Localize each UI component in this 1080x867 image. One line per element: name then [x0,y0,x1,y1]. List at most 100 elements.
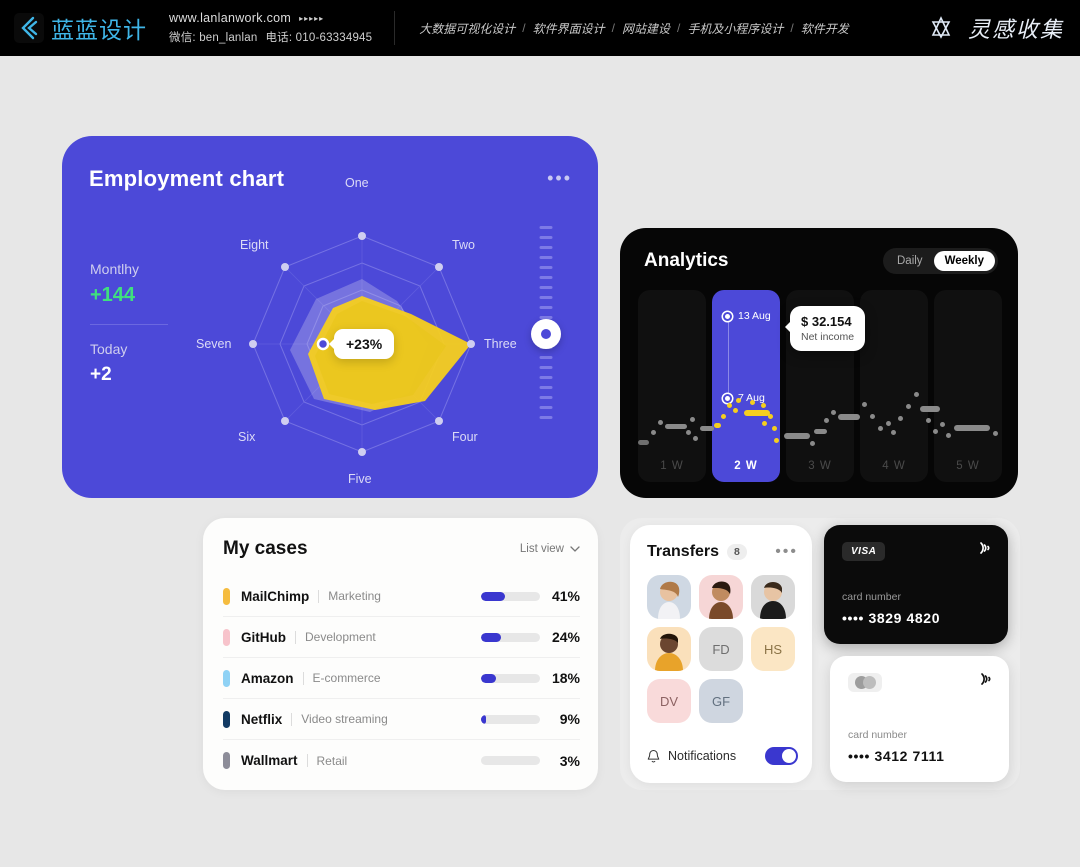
website-url[interactable]: www.lanlanwork.com [169,11,292,25]
monthly-value: +144 [90,284,136,306]
service-item-0[interactable]: 大数据可视化设计 [419,21,516,36]
case-color-chip [223,752,230,769]
service-sep-2: / [676,21,681,35]
phone-number: 电话: 010-63334945 [265,32,373,44]
service-sep-1: / [611,21,615,35]
brand-contact: www.lanlanwork.com ▸▸▸▸▸ 微信: ben_lanlan … [169,11,372,45]
avatar-initials[interactable]: GF [699,679,743,723]
toggle-daily[interactable]: Daily [897,255,923,267]
avatar[interactable] [699,575,743,619]
employment-menu-icon[interactable]: ••• [547,168,572,188]
slider-tick [539,306,553,309]
employment-slider[interactable] [526,226,566,419]
slider-tick [539,226,553,229]
slider-tick [539,296,553,299]
analytics-point-label: 13 Aug [738,310,771,322]
radar-tooltip: +23% [328,329,395,359]
table-row[interactable]: Netflix Video streaming 9% [223,699,580,740]
arrows-icon: ▸▸▸▸▸ [299,13,325,23]
slider-tick [539,286,553,289]
case-divider [295,630,296,644]
avatar[interactable] [751,575,795,619]
notifications-toggle[interactable] [765,747,798,765]
slider-tick [539,276,553,279]
slider-tick [539,246,553,249]
table-row[interactable]: Wallmart Retail 3% [223,740,580,781]
contactless-icon [977,670,995,693]
radar-label-three: Three [484,337,517,351]
my-cases-title: My cases [223,538,308,559]
analytics-card: Analytics Daily Weekly 1 W 2 W 3 W 4 W 5… [620,228,1018,498]
service-item-4[interactable]: 软件开发 [800,21,849,36]
brand-logo[interactable]: 蓝蓝设计 [14,11,147,45]
analytics-column-label: 5 W [956,460,980,472]
credit-card-visa[interactable]: VISA card number •••• 3829 4820 [824,525,1008,644]
brand-name: 蓝蓝设计 [51,17,147,43]
radar-label-seven: Seven [196,337,232,351]
case-percent: 18% [551,670,580,686]
case-name: MailChimp [241,588,310,604]
table-row[interactable]: GitHub Development 24% [223,617,580,658]
data-point [665,424,687,429]
slider-knob[interactable] [531,319,561,349]
case-category: Video streaming [301,712,388,726]
service-item-2[interactable]: 网站建设 [621,21,670,36]
avatar-initials[interactable]: DV [647,679,691,723]
table-row[interactable]: Amazon E-commerce 18% [223,658,580,699]
service-item-1[interactable]: 软件界面设计 [532,21,605,36]
list-view-dropdown[interactable]: List view [520,543,580,555]
case-color-chip [223,587,230,605]
transfers-count-badge: 8 [727,544,747,560]
analytics-plot: 1 W 2 W 3 W 4 W 5 W 13 Aug 7 Aug $ 32 [638,290,1002,482]
data-point [954,425,990,431]
site-banner: 蓝蓝设计 www.lanlanwork.com ▸▸▸▸▸ 微信: ben_la… [0,0,1080,56]
net-income-amount: $ 32.154 [801,314,852,329]
data-point [906,404,911,409]
case-progress-bar [481,673,540,683]
case-color-chip [223,669,230,687]
slider-tick [539,386,553,389]
inspiration-logo[interactable]: 灵感收集 [924,0,1064,56]
toggle-weekly[interactable]: Weekly [933,251,995,271]
slider-tick [539,416,553,419]
analytics-column-1w[interactable]: 1 W [638,290,706,482]
credit-card-mastercard[interactable]: card number •••• 3412 7111 [830,656,1009,782]
slider-tick [539,406,553,409]
mastercard-logo [848,673,882,692]
radar-chart[interactable]: One Two Three Four Five Six Seven Eight … [196,176,517,486]
case-category: Development [305,630,376,644]
avatar-initials[interactable]: HS [751,627,795,671]
slider-tick [539,366,553,369]
slider-tick [539,266,553,269]
avatar[interactable] [647,575,691,619]
employment-chart-card: Employment chart ••• Montlhy +144 Today … [62,136,598,498]
transfers-menu-icon[interactable]: ••• [775,543,798,560]
analytics-column-2w[interactable]: 2 W [712,290,780,482]
data-point [651,430,656,435]
transfers-avatar-grid: FD HS DV GF [647,575,795,723]
table-row[interactable]: MailChimp Marketing 41% [223,576,580,617]
transfers-title: Transfers [647,543,720,560]
avatar[interactable] [647,627,691,671]
data-point [721,414,726,419]
avatar-initials[interactable]: FD [699,627,743,671]
analytics-column-4w[interactable]: 4 W [860,290,928,482]
case-color-chip [223,710,230,728]
data-point [772,426,777,431]
data-point [824,418,829,423]
wechat-id: 微信: ben_lanlan [169,32,258,44]
data-point [638,440,649,445]
service-sep-0: / [522,21,526,35]
data-point [686,430,691,435]
analytics-column-label: 1 W [660,460,684,472]
slider-tick [539,396,553,399]
slider-tick [539,376,553,379]
visa-logo: VISA [842,542,886,561]
net-income-tooltip: $ 32.154 Net income [784,306,866,351]
service-item-3[interactable]: 手机及小程序设计 [687,21,784,36]
service-sep-3: / [790,21,794,35]
analytics-period-toggle[interactable]: Daily Weekly [883,248,998,274]
analytics-column-5w[interactable]: 5 W [934,290,1002,482]
lanlan-logo-icon [14,13,44,43]
case-category: Marketing [328,589,381,603]
